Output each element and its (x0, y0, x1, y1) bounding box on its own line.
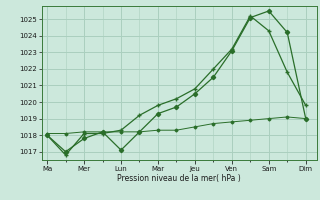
X-axis label: Pression niveau de la mer( hPa ): Pression niveau de la mer( hPa ) (117, 174, 241, 183)
